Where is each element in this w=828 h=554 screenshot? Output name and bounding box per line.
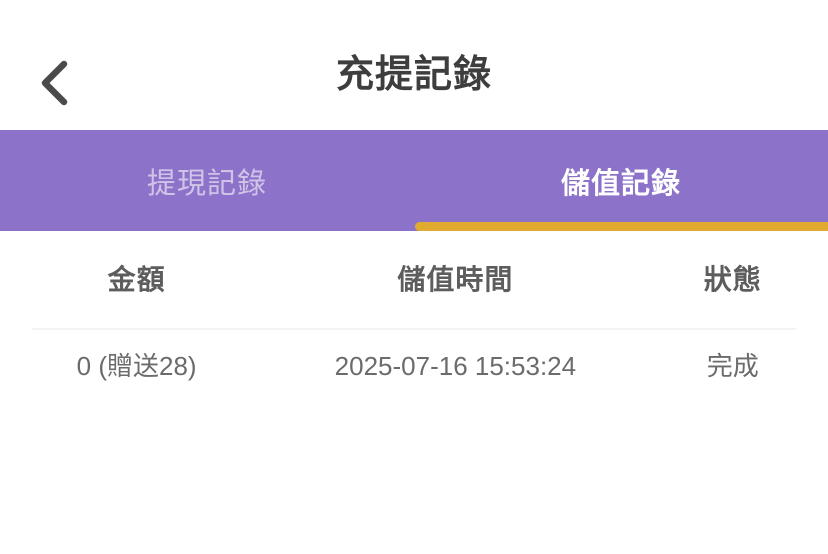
tab-deposit-records[interactable]: 儲值記錄 xyxy=(414,130,828,231)
tab-withdraw-records[interactable]: 提現記錄 xyxy=(0,130,414,231)
cell-status: 完成 xyxy=(706,351,759,381)
records-tab-bar: 提現記錄 儲值記錄 xyxy=(0,130,828,231)
cell-time: 2025-07-16 15:53:24 xyxy=(334,351,577,381)
table-row: 0 (贈送28) 2025-07-16 15:53:24 完成 xyxy=(0,330,828,381)
back-button[interactable] xyxy=(34,58,74,110)
column-header-status: 狀態 xyxy=(703,264,762,295)
table-header-row: 金額 儲值時間 狀態 xyxy=(0,231,828,296)
column-header-amount: 金額 xyxy=(107,264,166,295)
column-header-time: 儲值時間 xyxy=(397,264,514,295)
nav-bar: 充提記錄 xyxy=(0,0,828,130)
cell-amount: 0 (贈送28) xyxy=(76,351,197,381)
active-tab-indicator xyxy=(415,222,828,231)
tab-label: 儲值記錄 xyxy=(560,167,681,200)
chevron-left-icon xyxy=(38,59,70,110)
row-divider xyxy=(32,328,796,330)
page-title: 充提記錄 xyxy=(335,54,492,96)
tab-label: 提現記錄 xyxy=(146,167,267,200)
records-table: 金額 儲值時間 狀態 0 (贈送28) 2025-07-16 15:53:24 … xyxy=(0,231,828,381)
